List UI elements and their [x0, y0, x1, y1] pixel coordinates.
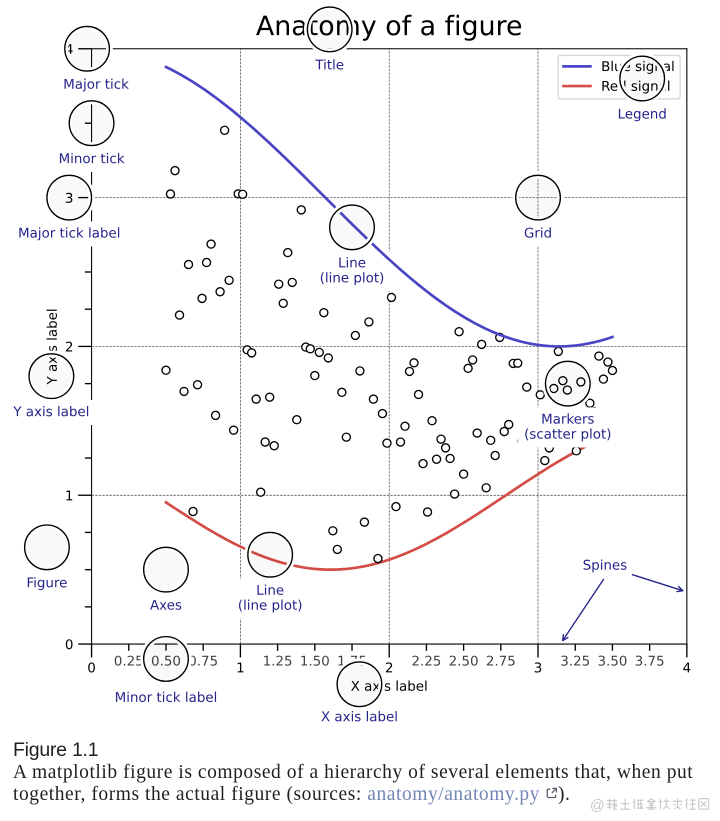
svg-text:@: @ [590, 798, 605, 813]
